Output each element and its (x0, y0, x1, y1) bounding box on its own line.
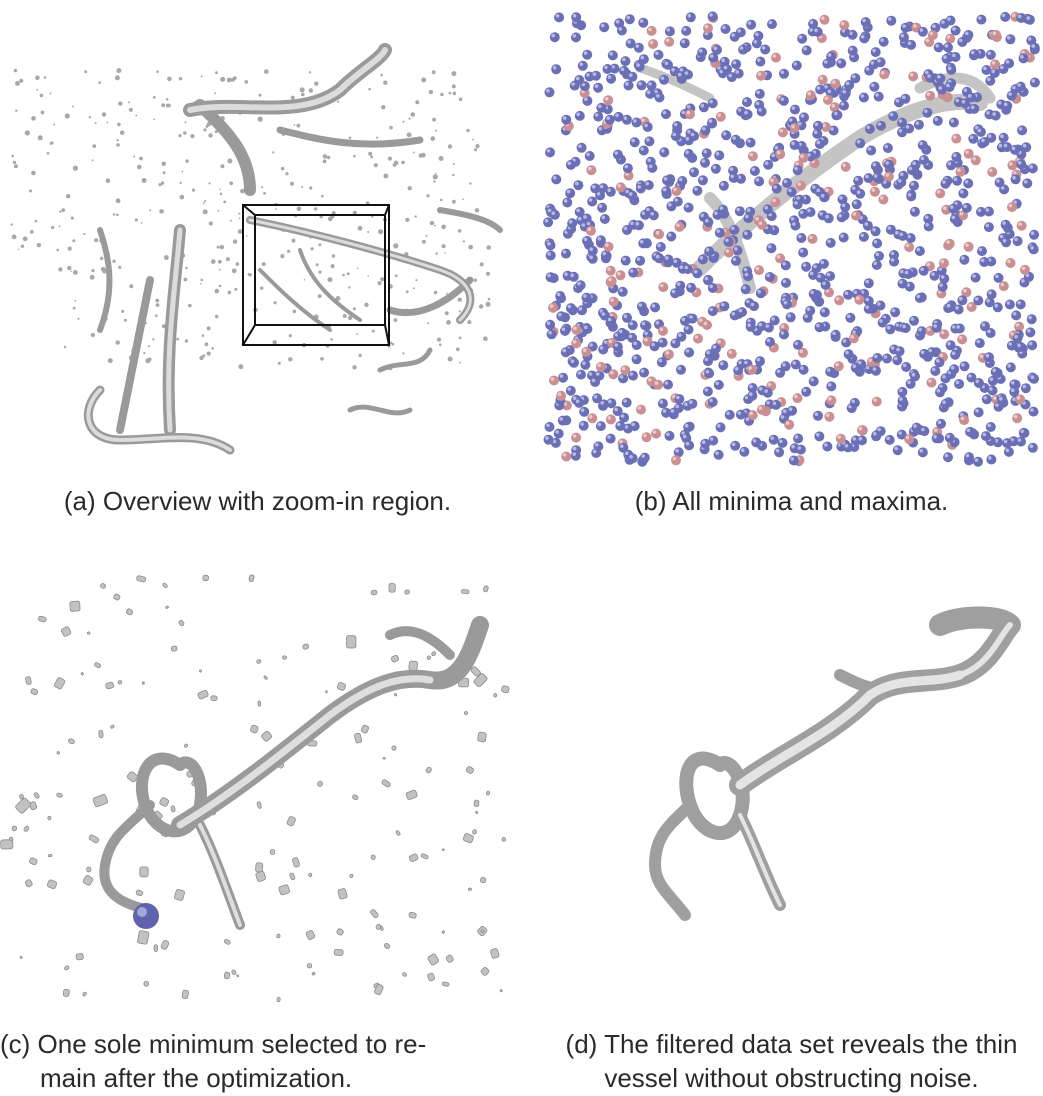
panel-b (540, 8, 1043, 470)
caption-d-line-2: vessel without obstructing noise. (604, 1063, 979, 1093)
single-minimum-render (0, 574, 510, 1003)
caption-a: (a) Overview with zoom-in region. (0, 484, 515, 518)
selected-minimum-sphere (133, 903, 159, 929)
caption-a-text: (a) Overview with zoom-in region. (63, 486, 452, 516)
caption-b-text: (b) All minima and maxima. (634, 486, 949, 516)
noise-fragments (0, 574, 510, 1003)
caption-d: (d) The filtered data set reveals the th… (540, 1027, 1043, 1095)
caption-d-line-1: (d) The filtered data set reveals the th… (565, 1029, 1018, 1059)
panel-c (0, 565, 515, 1010)
minima-maxima-spheres-render (543, 11, 1040, 467)
caption-b: (b) All minima and maxima. (540, 484, 1043, 518)
noise-particles (10, 68, 492, 371)
panel-d (540, 585, 1043, 1005)
vessel-overview-render (10, 43, 503, 455)
filtered-vessel-render (649, 606, 1021, 921)
extrema-spheres (543, 11, 1040, 467)
panel-a (0, 30, 515, 480)
caption-c: (c) One sole minimum selected to re- mai… (0, 1027, 515, 1095)
zoom-in-box (242, 204, 390, 346)
caption-c-line-2: main after the optimization. (40, 1063, 353, 1093)
vessel-tubes (83, 43, 503, 455)
caption-c-line-1: (c) One sole minimum selected to re- (0, 1029, 427, 1059)
